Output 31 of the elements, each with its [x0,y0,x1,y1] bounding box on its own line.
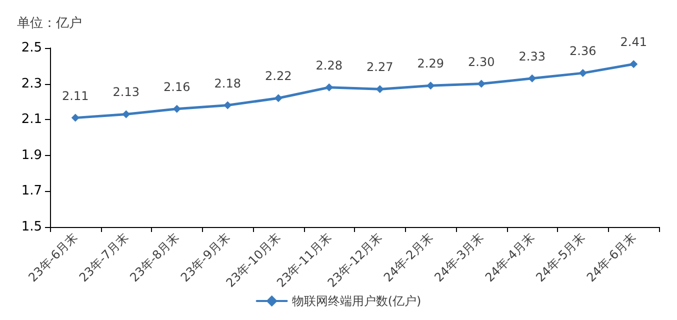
point [325,83,334,92]
point [71,114,80,122]
data-label: 2.28 [316,58,342,72]
data-label: 2.29 [417,56,444,71]
y-tick-label: 2.5 [21,40,42,56]
y-tick-label: 2.3 [21,76,42,92]
legend-label: 物联网终端用户数(亿户) [292,294,422,308]
data-label: 2.13 [112,85,140,100]
data-label: 2.33 [518,49,546,64]
data-label: 2.16 [164,80,190,94]
data-label: 2.41 [620,35,647,50]
data-label: 2.11 [62,88,89,103]
point [578,69,587,78]
data-label: 2.27 [366,60,394,74]
point [630,60,638,68]
y-axis-title: 单位：亿户 [17,16,82,31]
y-tick-label: 1.9 [21,148,42,163]
point [376,85,384,94]
data-label: 2.18 [214,76,241,90]
data-label: 2.30 [468,54,495,69]
point [426,82,435,90]
point [477,80,486,88]
y-tick-label: 1.7 [21,184,42,199]
point [172,104,181,113]
point [122,110,130,118]
data-label: 2.22 [265,69,292,84]
point [224,101,232,110]
point [274,94,282,102]
point [528,74,536,82]
y-tick-label: 2.1 [21,112,42,128]
data-label: 2.36 [570,44,596,58]
